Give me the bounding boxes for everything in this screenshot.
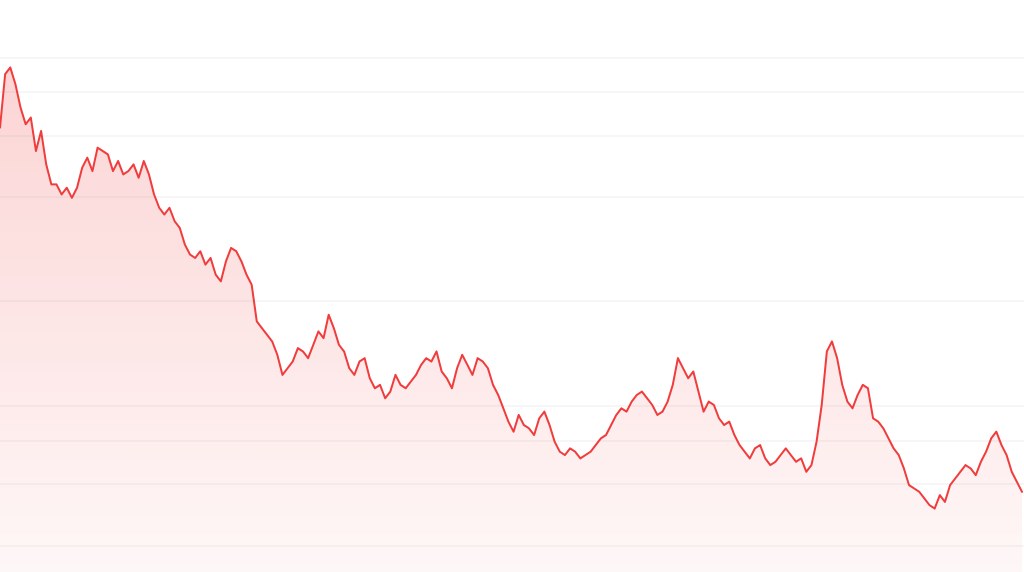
series-line <box>0 66 1023 510</box>
series-area <box>0 67 1022 572</box>
